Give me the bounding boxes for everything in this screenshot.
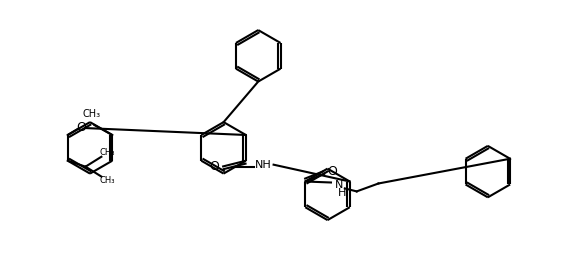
Text: NH: NH (255, 160, 272, 170)
Text: H: H (338, 188, 346, 198)
Text: O: O (327, 165, 337, 178)
Text: N: N (335, 180, 343, 191)
Text: CH₃: CH₃ (83, 109, 101, 119)
Text: O: O (209, 160, 219, 173)
Text: CH₃: CH₃ (99, 148, 115, 157)
Text: O: O (76, 121, 87, 133)
Text: CH₃: CH₃ (99, 176, 115, 185)
